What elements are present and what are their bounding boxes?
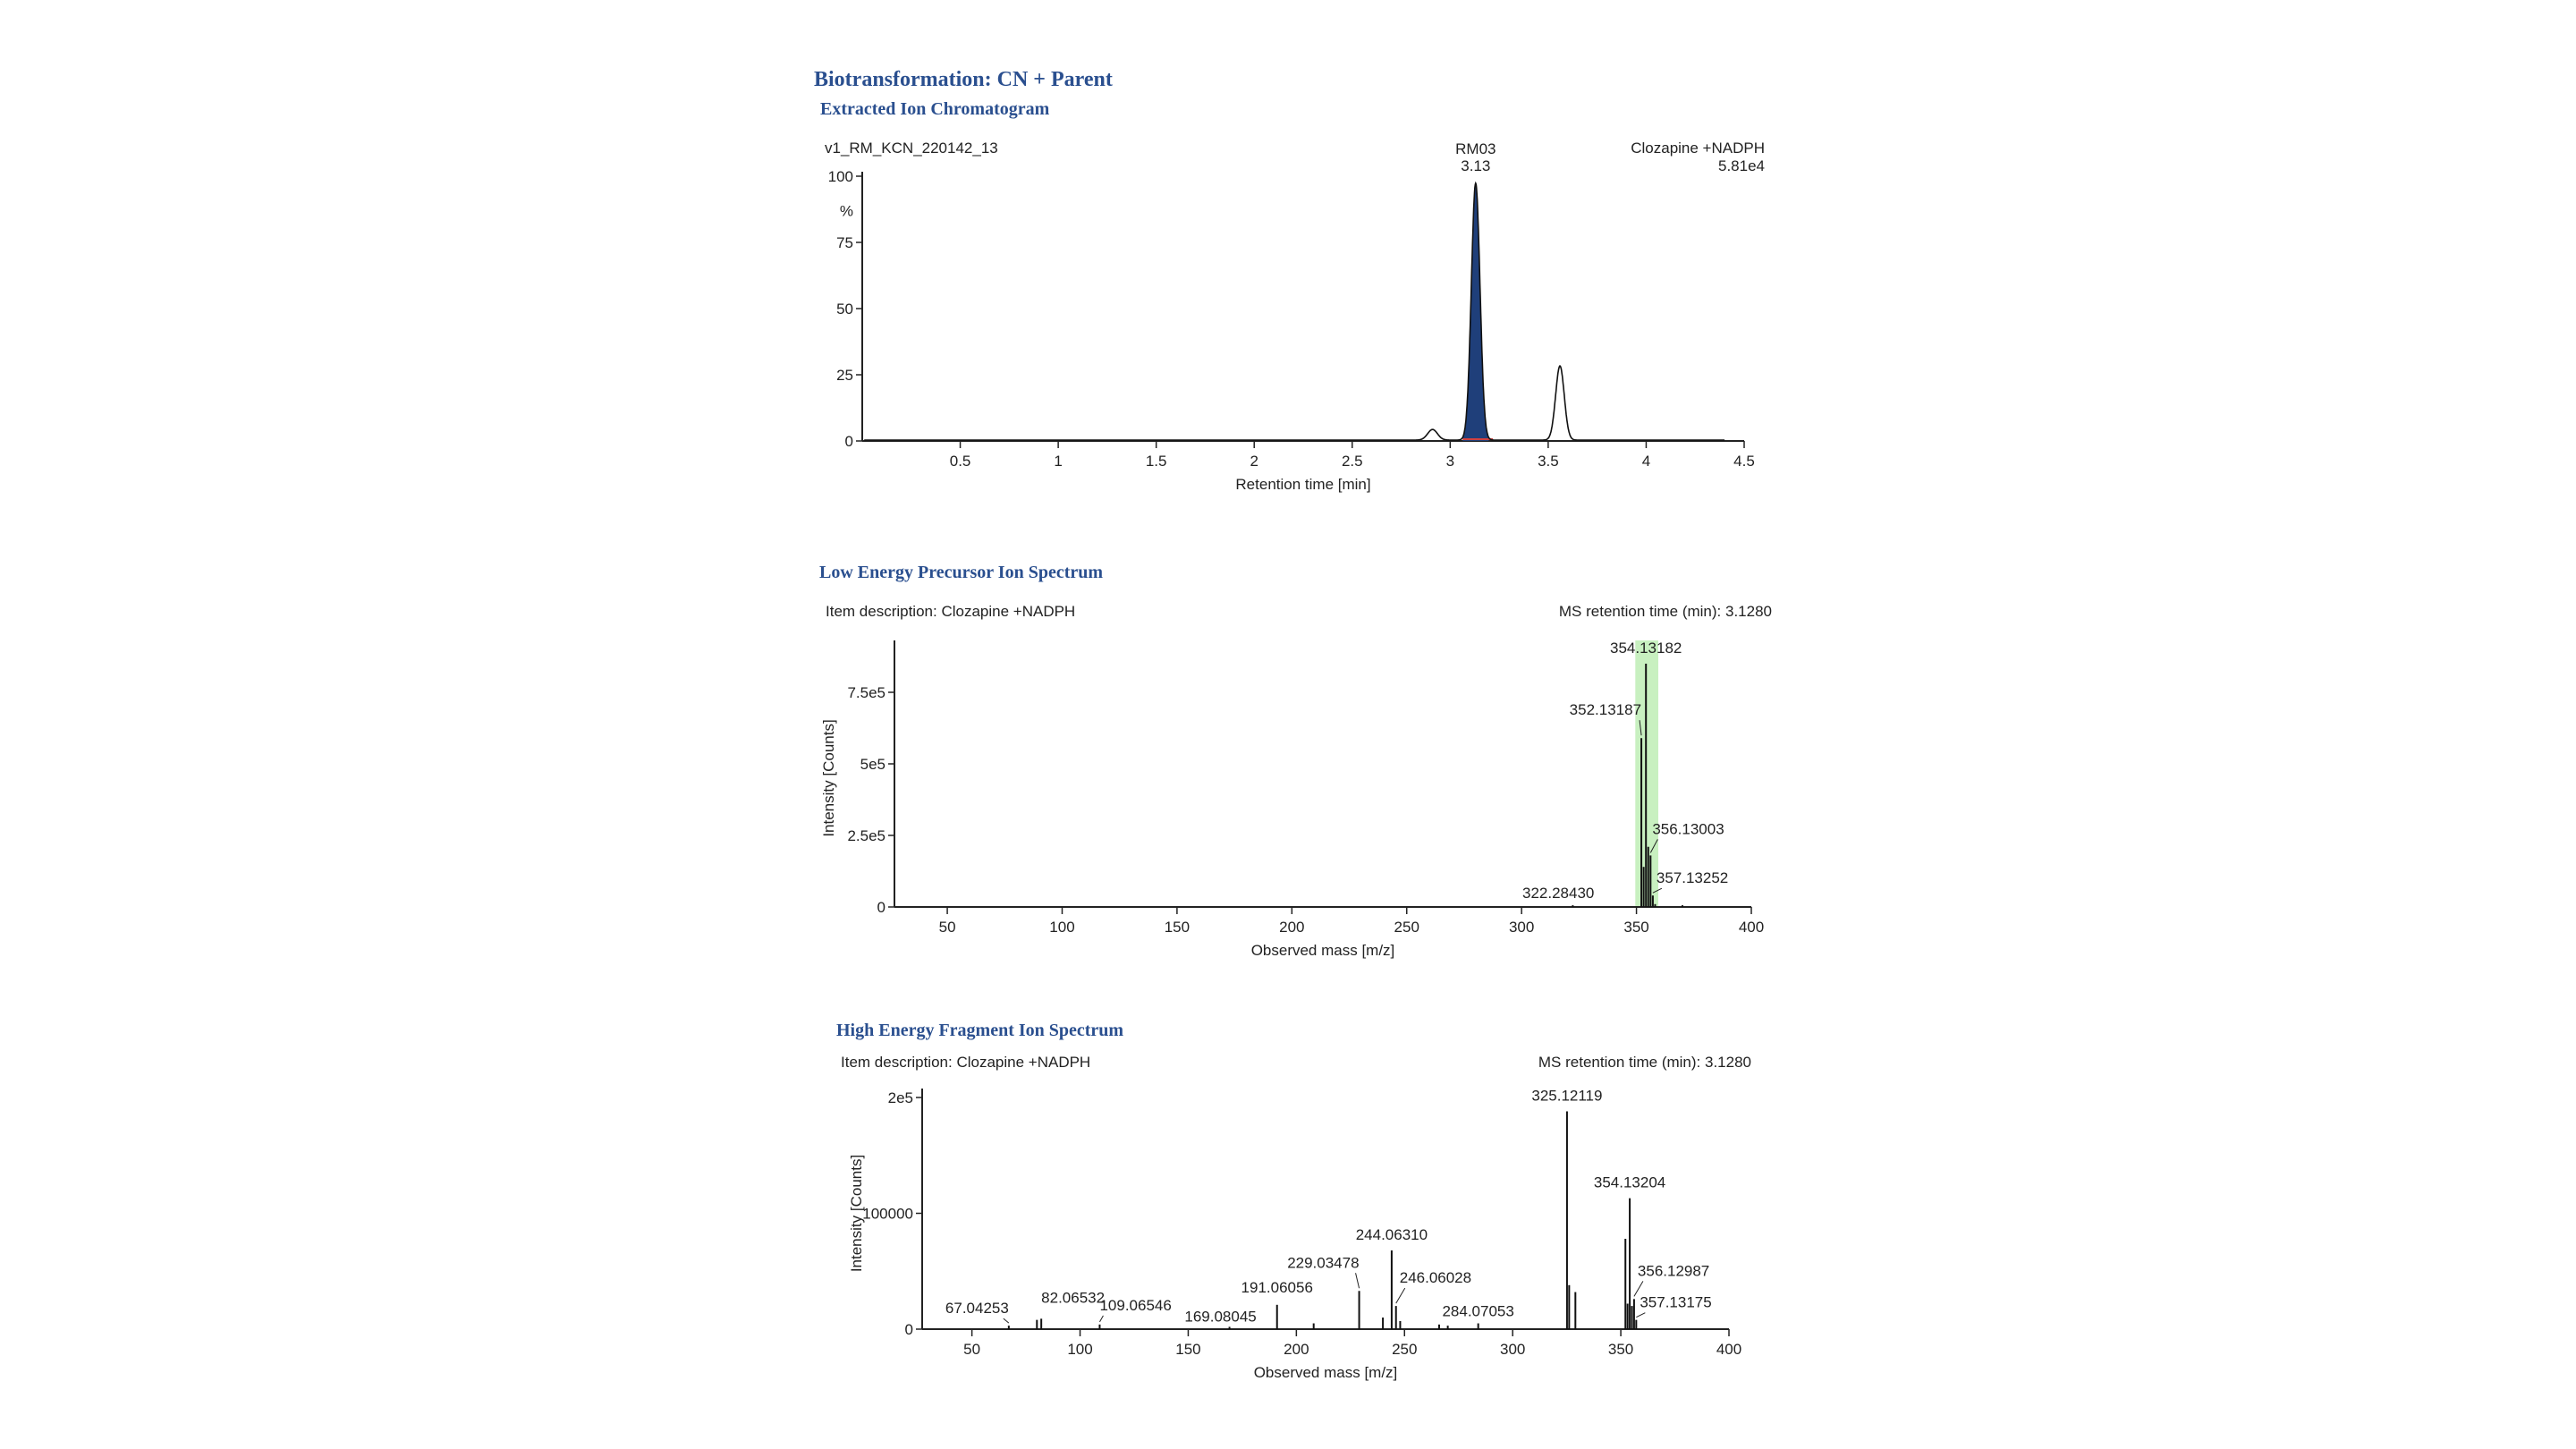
hef-header-right: MS retention time (min): 3.1280 (1538, 1054, 1751, 1071)
hef-y-tick-label: 2e5 (888, 1089, 913, 1106)
xic-x-tick-label: 3.5 (1538, 453, 1559, 470)
hef-x-tick-label: 250 (1392, 1341, 1417, 1358)
lep-x-tick-label: 400 (1739, 919, 1764, 936)
hef-peak-leader (1633, 1281, 1644, 1297)
hef-peak-label: 169.08045 (1184, 1308, 1256, 1325)
lep-x-tick-label: 150 (1165, 919, 1190, 936)
lep-header-right: MS retention time (min): 3.1280 (1559, 603, 1772, 620)
lep-y-axis-label: Intensity [Counts] (820, 719, 837, 836)
page-title: Biotransformation: CN + Parent (814, 68, 1113, 91)
hef-peak-leader (1395, 1287, 1406, 1304)
xic-x-tick-label: 4.5 (1733, 453, 1755, 470)
hef-peak-label: 357.13175 (1640, 1294, 1711, 1311)
xic-trace (864, 181, 1725, 441)
lep-y-tick-label: 0 (877, 899, 886, 916)
hef-peak-label: 82.06532 (1041, 1289, 1105, 1306)
xic-x-axis-label: Retention time [min] (1235, 476, 1370, 493)
hef-peak-label: 229.03478 (1287, 1254, 1359, 1271)
hef-y-tick-label: 100000 (862, 1206, 913, 1223)
hef-header-left: Item description: Clozapine +NADPH (841, 1054, 1090, 1071)
xic-header-left: v1_RM_KCN_220142_13 (825, 140, 998, 157)
xic-x-tick-label: 3 (1446, 453, 1454, 470)
lep-peak-label: 356.13003 (1652, 820, 1724, 837)
low-energy-section-title: Low Energy Precursor Ion Spectrum (819, 563, 1104, 582)
lep-x-tick-label: 100 (1049, 919, 1074, 936)
lep-x-tick-label: 350 (1623, 919, 1648, 936)
lep-peak-leader (1652, 887, 1663, 894)
lep-header-left: Item description: Clozapine +NADPH (826, 603, 1075, 620)
hef-peak-label: 356.12987 (1638, 1262, 1709, 1279)
xic-peak-label-rt: 3.13 (1461, 157, 1490, 174)
hef-y-axis-label: Intensity [Counts] (848, 1155, 865, 1272)
lep-y-tick-label: 2.5e5 (847, 827, 886, 844)
hef-x-tick-label: 400 (1716, 1341, 1741, 1358)
xic-peak-label-name: RM03 (1455, 140, 1496, 157)
lep-x-axis-label: Observed mass [m/z] (1251, 942, 1395, 959)
high-energy-section-title: High Energy Fragment Ion Spectrum (836, 1021, 1124, 1040)
lep-peak-label: 352.13187 (1570, 701, 1641, 718)
lep-y-tick-label: 7.5e5 (847, 684, 886, 701)
lep-x-tick-label: 50 (939, 919, 956, 936)
lep-peak-label: 322.28430 (1522, 885, 1594, 902)
xic-x-tick-label: 0.5 (950, 453, 971, 470)
hef-peak-leader (1003, 1318, 1010, 1324)
hef-x-tick-label: 100 (1067, 1341, 1092, 1358)
xic-x-tick-label: 1 (1054, 453, 1062, 470)
hef-peak-leader (1355, 1273, 1360, 1289)
xic-x-tick-label: 1.5 (1146, 453, 1167, 470)
xic-section-title: Extracted Ion Chromatogram (820, 99, 1050, 119)
hef-peak-leader (1636, 1312, 1646, 1318)
xic-x-tick-label: 2.5 (1342, 453, 1363, 470)
lep-x-tick-label: 300 (1509, 919, 1534, 936)
hef-peak-label: 67.04253 (945, 1300, 1009, 1317)
xic-y-tick-label: 75 (836, 234, 853, 251)
xic-y-unit: % (840, 202, 853, 219)
hef-x-tick-label: 300 (1500, 1341, 1525, 1358)
hef-x-tick-label: 50 (963, 1341, 980, 1358)
hef-peak-label: 354.13204 (1594, 1174, 1665, 1191)
hef-peak-label: 244.06310 (1356, 1226, 1428, 1243)
lep-peak-label: 357.13252 (1657, 869, 1728, 886)
hef-y-tick-label: 0 (905, 1321, 913, 1338)
lep-x-tick-label: 250 (1394, 919, 1419, 936)
hef-peak-label: 109.06546 (1099, 1297, 1171, 1314)
hef-peak-label: 284.07053 (1442, 1303, 1513, 1320)
xic-x-tick-label: 4 (1642, 453, 1650, 470)
xic-x-tick-label: 2 (1250, 453, 1258, 470)
hef-peak-label: 246.06028 (1400, 1269, 1471, 1286)
lep-x-tick-label: 200 (1279, 919, 1304, 936)
hef-peak-label: 191.06056 (1241, 1279, 1313, 1296)
xic-header-right-2: 5.81e4 (1718, 157, 1765, 174)
xic-y-tick-label: 100 (828, 168, 853, 185)
lep-peak-leader (1649, 839, 1658, 853)
lep-y-tick-label: 5e5 (860, 756, 886, 773)
xic-y-tick-label: 25 (836, 367, 853, 384)
xic-y-tick-label: 0 (845, 433, 853, 450)
hef-x-axis-label: Observed mass [m/z] (1254, 1364, 1398, 1381)
hef-x-tick-label: 350 (1608, 1341, 1633, 1358)
xic-header-right-1: Clozapine +NADPH (1631, 140, 1765, 157)
hef-peak-leader (1099, 1315, 1104, 1323)
lep-peak-label: 354.13182 (1610, 640, 1682, 657)
hef-peak-label: 325.12119 (1531, 1088, 1602, 1105)
xic-y-tick-label: 50 (836, 301, 853, 318)
lep-peak-leader (1639, 720, 1642, 736)
hef-x-tick-label: 150 (1175, 1341, 1200, 1358)
hef-x-tick-label: 200 (1284, 1341, 1309, 1358)
